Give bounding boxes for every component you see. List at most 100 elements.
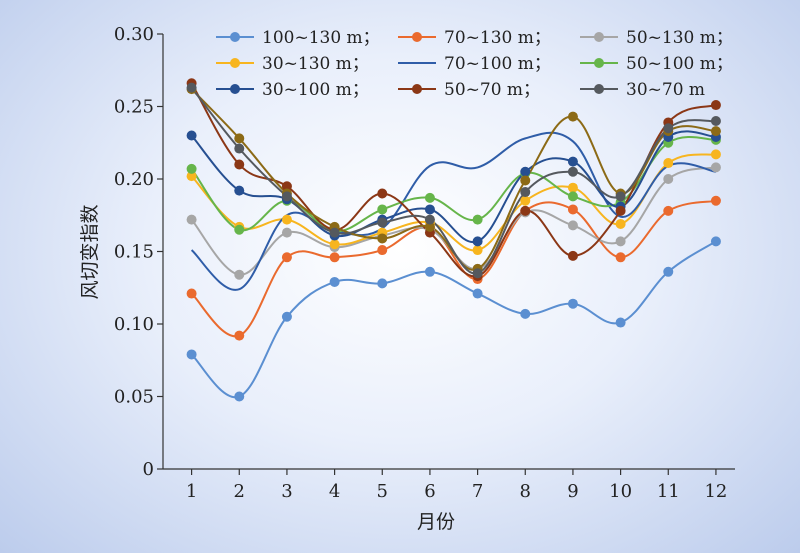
- series-line-5: [190, 136, 716, 233]
- data-point-3-10: [615, 218, 626, 229]
- data-point-2-3: [281, 227, 292, 238]
- data-point-8-9: [567, 111, 578, 122]
- data-point-6-1: [186, 130, 197, 141]
- data-point-1-10: [615, 252, 626, 263]
- x-tick-label: 7: [472, 481, 483, 502]
- data-point-8-12: [710, 126, 721, 137]
- data-point-2-2: [234, 269, 245, 280]
- x-tick-label: 3: [281, 481, 292, 502]
- data-point-0-6: [424, 266, 435, 277]
- legend-swatch-marker: [412, 32, 422, 42]
- data-point-1-5: [377, 245, 388, 256]
- data-point-5-7: [472, 214, 483, 225]
- data-point-0-5: [377, 278, 388, 289]
- data-point-3-9: [567, 182, 578, 193]
- data-point-1-2: [234, 330, 245, 341]
- data-point-9-3: [281, 191, 292, 202]
- data-point-9-12: [710, 116, 721, 126]
- data-point-2-12: [710, 162, 721, 173]
- data-point-7-3: [281, 181, 292, 192]
- x-tick-label: 8: [520, 481, 531, 502]
- x-tick-label: 9: [567, 481, 578, 502]
- series-line-4: [190, 131, 717, 291]
- series-lines: [190, 82, 717, 399]
- x-axis-title: 月份: [417, 511, 455, 533]
- data-point-0-11: [663, 266, 674, 277]
- data-point-3-3: [281, 214, 292, 225]
- data-point-7-12: [710, 100, 721, 111]
- data-point-0-7: [472, 288, 483, 299]
- legend-swatch-marker: [230, 58, 240, 68]
- data-point-6-7: [472, 236, 483, 247]
- data-point-0-3: [281, 311, 292, 322]
- x-tick-label: 1: [186, 481, 197, 502]
- x-tick-label: 2: [234, 481, 245, 502]
- data-point-9-5: [377, 217, 388, 228]
- x-tick-label: 5: [377, 481, 388, 502]
- data-point-8-6: [424, 221, 435, 232]
- data-point-3-12: [710, 149, 721, 160]
- y-tick-label: 0.10: [114, 314, 154, 335]
- data-point-3-7: [472, 245, 483, 256]
- legend-entry-label: 30~70 m: [626, 80, 705, 100]
- data-point-7-5: [377, 188, 388, 199]
- data-point-0-12: [710, 236, 721, 247]
- legend-entry-label: 30~130 m；: [262, 54, 369, 74]
- data-point-0-8: [520, 308, 531, 319]
- data-point-9-7: [472, 268, 483, 279]
- y-tick-label: 0.20: [114, 169, 154, 190]
- data-point-2-10: [615, 236, 626, 247]
- data-point-2-11: [663, 174, 674, 184]
- data-point-8-8: [520, 175, 531, 186]
- chart-axes: [157, 33, 735, 475]
- data-point-3-8: [520, 195, 531, 206]
- data-point-3-1: [186, 171, 197, 182]
- data-point-8-5: [377, 233, 388, 244]
- data-point-5-6: [424, 192, 435, 203]
- legend-swatch-marker: [412, 84, 422, 94]
- data-point-1-1: [186, 288, 197, 299]
- data-point-0-2: [234, 391, 245, 402]
- legend-swatch-marker: [594, 84, 604, 94]
- x-tick-label: 6: [424, 481, 435, 502]
- x-tick-label: 12: [704, 481, 727, 502]
- series-line-0: [190, 240, 717, 399]
- y-tick-label: 0: [143, 459, 154, 480]
- legend-entry-label: 50~130 m；: [626, 28, 733, 48]
- data-point-9-1: [186, 82, 197, 93]
- x-tick-label: 11: [657, 481, 680, 502]
- legend-entry-label: 100~130 m；: [262, 28, 380, 48]
- y-tick-label: 0.05: [114, 387, 154, 408]
- data-point-6-2: [234, 185, 245, 196]
- y-tick-label: 0.15: [114, 242, 154, 263]
- data-point-0-1: [186, 349, 197, 360]
- y-tick-label: 0.25: [114, 97, 154, 118]
- legend: 100~130 m； 70~130 m； 50~130 m； 30~130 m； 70~…: [216, 28, 733, 100]
- legend-entry-label: 30~100 m；: [262, 80, 369, 100]
- y-tick-labels: 0 0.05 0.10 0.15 0.20 0.25 0.30: [114, 24, 154, 480]
- legend-swatch-marker: [594, 32, 604, 42]
- data-point-7-10: [615, 205, 626, 216]
- legend-entry-label: 70~100 m；: [444, 54, 551, 74]
- data-point-6-9: [567, 156, 578, 167]
- series-line-3: [190, 153, 717, 252]
- legend-entry-label: 70~130 m；: [444, 28, 551, 48]
- data-point-7-9: [567, 250, 578, 261]
- legend-swatch-marker: [230, 84, 240, 94]
- data-point-5-2: [234, 224, 245, 235]
- data-point-9-4: [329, 227, 340, 238]
- data-point-9-2: [234, 143, 245, 154]
- data-point-5-9: [567, 191, 578, 202]
- data-point-3-11: [663, 158, 674, 169]
- data-point-7-2: [234, 159, 245, 170]
- data-point-5-5: [377, 204, 388, 215]
- data-point-0-10: [615, 317, 626, 328]
- data-point-7-8: [520, 205, 531, 216]
- data-point-2-1: [186, 214, 197, 225]
- data-point-1-3: [281, 252, 292, 263]
- data-point-1-9: [567, 204, 578, 215]
- series-line-9: [190, 87, 717, 275]
- data-point-5-1: [186, 163, 197, 174]
- data-point-9-8: [520, 187, 531, 198]
